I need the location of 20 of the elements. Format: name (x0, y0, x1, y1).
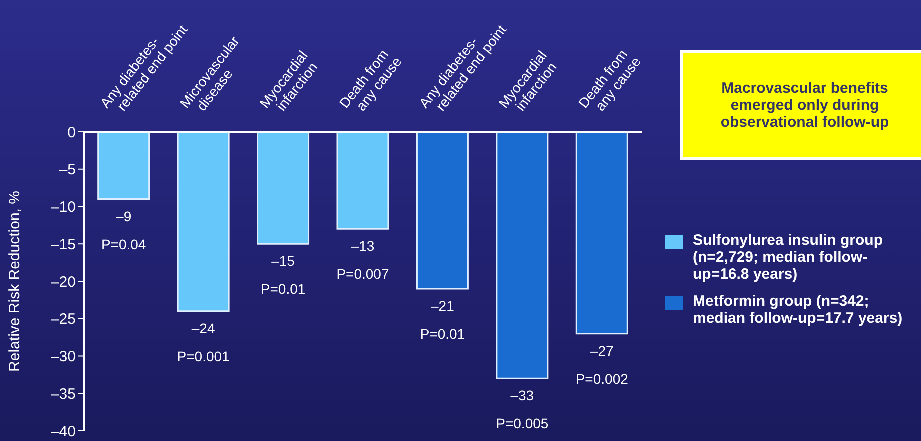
y-tick-label: –40 (50, 423, 76, 440)
text: Macrovascular benefits emerged only during observational follow-up (680, 50, 921, 160)
text: Metformin group (n=342; median follow-up=17.7 years) (693, 293, 904, 327)
data-label: –9 P=0.04 (101, 208, 146, 252)
y-axis-title: Relative Risk Reduction, % (6, 191, 24, 372)
y-tick-label: 0 (68, 124, 76, 142)
y-tick-label: –5 (59, 162, 76, 179)
y-tick-label: –35 (50, 386, 76, 403)
data-label: –21 P=0.01 (420, 298, 466, 342)
y-tick-label: –10 (50, 199, 76, 216)
y-tick-label: –30 (50, 348, 76, 366)
y-tick-label: –15 (50, 236, 76, 254)
data-label: –27 P=0.002 (576, 342, 629, 387)
y-tick-label: –25 (50, 311, 76, 328)
data-label: –13 P=0.007 (336, 238, 390, 282)
data-label: –33 P=0.005 (496, 388, 549, 432)
legend-label: Sulfonylurea insulin group (n=2,729; median follow-up=16.8 years) (693, 232, 884, 283)
data-label: –24 P=0.001 (177, 320, 230, 364)
y-tick-label: –20 (50, 274, 76, 291)
data-label: –15 P=0.01 (260, 253, 306, 298)
